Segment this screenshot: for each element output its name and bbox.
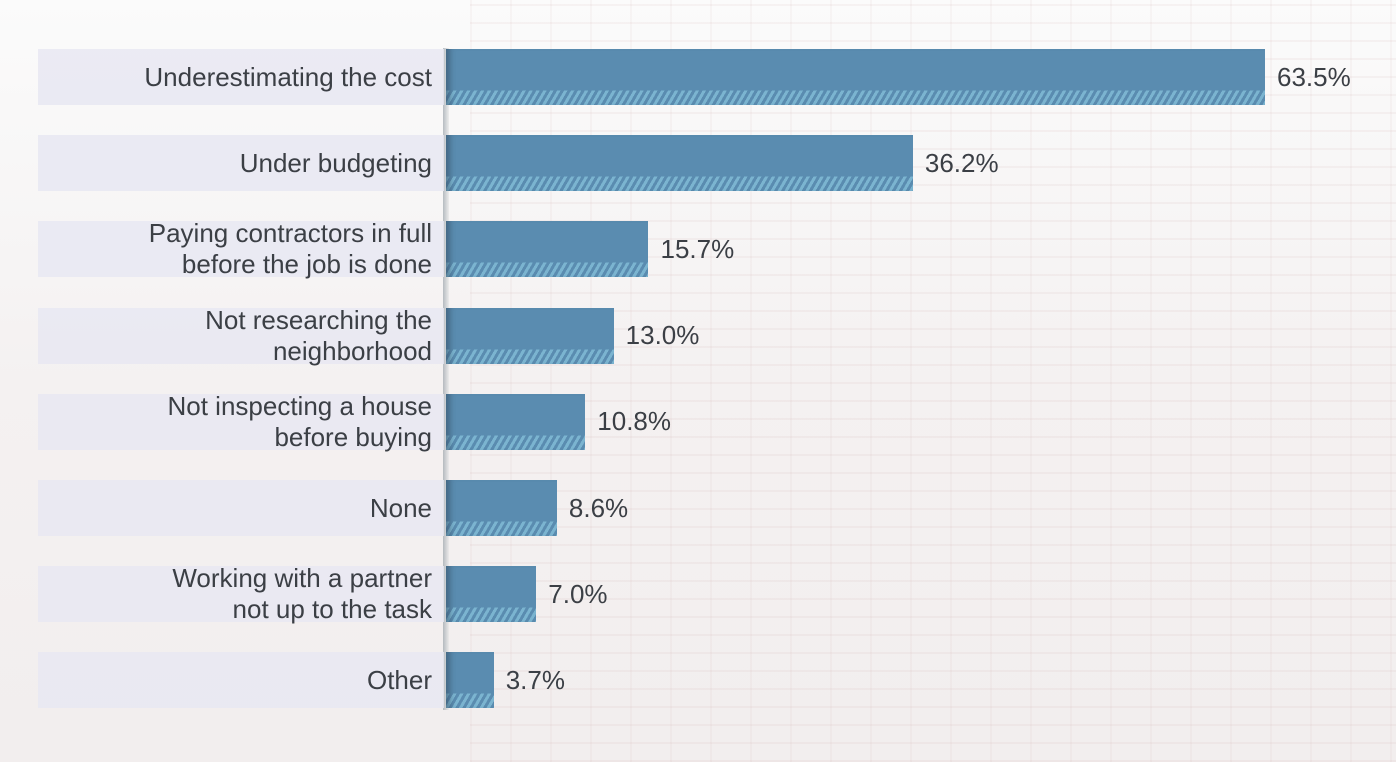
background-house-image xyxy=(470,0,1396,762)
data-label: 63.5% xyxy=(1277,61,1351,92)
bar xyxy=(446,652,494,709)
category-label: Paying contractors in full before the jo… xyxy=(148,218,432,280)
category-label: Other xyxy=(366,664,432,695)
category-label-background xyxy=(38,480,444,536)
category-label-background xyxy=(38,49,444,105)
category-label: Under budgeting xyxy=(239,147,432,178)
category-label: Not researching the neighborhood xyxy=(205,304,432,366)
category-label-background xyxy=(38,135,444,192)
data-label: 10.8% xyxy=(597,406,672,437)
bar xyxy=(446,221,649,278)
category-label-background xyxy=(38,221,444,278)
category-label: Working with a partner not up to the tas… xyxy=(172,563,432,625)
category-axis xyxy=(443,48,449,710)
bar xyxy=(446,49,1265,105)
data-label: 8.6% xyxy=(568,492,629,523)
data-label: 15.7% xyxy=(660,233,735,264)
data-label: 13.0% xyxy=(625,320,700,351)
bar xyxy=(446,307,614,364)
bar xyxy=(446,480,557,536)
bar xyxy=(446,135,913,192)
data-label: 7.0% xyxy=(548,578,608,609)
category-label-background xyxy=(38,652,444,709)
category-label: None xyxy=(369,492,432,523)
category-label: Underestimating the cost xyxy=(144,61,432,92)
data-label: 36.2% xyxy=(924,147,999,178)
bar xyxy=(446,566,537,623)
category-label-background xyxy=(38,393,444,450)
bar xyxy=(446,393,586,450)
category-label: Not inspecting a house before buying xyxy=(167,390,432,452)
category-label-background xyxy=(38,307,444,364)
data-label: 3.7% xyxy=(505,664,565,695)
category-label-background xyxy=(38,566,444,623)
